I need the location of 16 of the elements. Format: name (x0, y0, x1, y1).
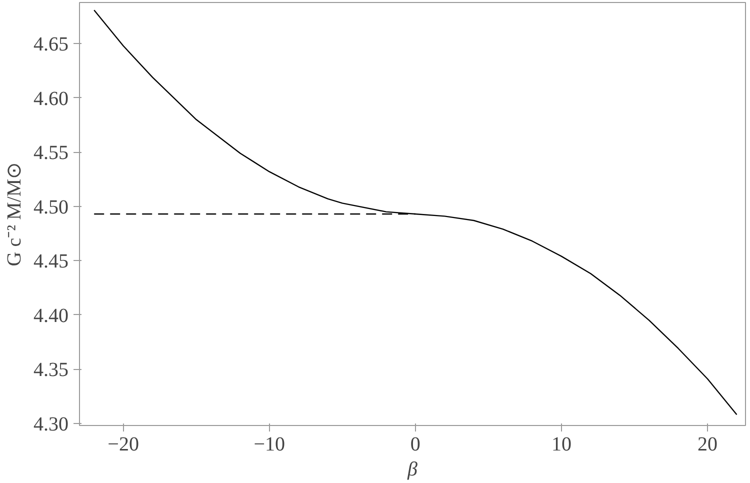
line-series (94, 9, 738, 416)
x-tick-label: 0 (410, 434, 420, 456)
x-tick-label: 10 (551, 434, 572, 456)
y-tick-label: 4.60 (34, 88, 68, 110)
y-tick-label: 4.65 (34, 34, 68, 56)
y-tick-label: 4.35 (34, 359, 68, 382)
y-axis-title: G c⁻² M/M⊙ (4, 162, 26, 266)
y-tick-label: 4.30 (34, 413, 68, 436)
x-tick-label: 20 (698, 434, 718, 456)
y-tick-label: 4.40 (34, 304, 68, 327)
y-tick-label: 4.50 (34, 196, 68, 218)
x-tick-label: −10 (254, 434, 286, 456)
x-tick-label: −20 (108, 434, 139, 456)
x-axis-title: β (406, 458, 418, 480)
y-tick-label: 4.55 (34, 142, 68, 164)
y-tick-label: 4.45 (34, 250, 68, 273)
